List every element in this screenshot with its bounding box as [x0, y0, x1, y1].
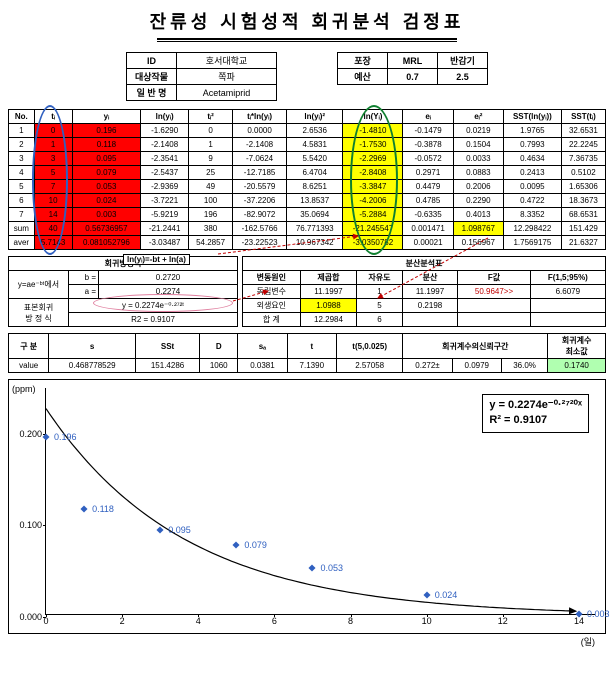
- main-data-table: No.tᵢyᵢln(yᵢ)tᵢ²tᵢ*ln(yᵢ)ln(yᵢ)²ln(Yᵢ)eᵢ…: [8, 109, 606, 250]
- chart-point-label: 0.196: [54, 432, 77, 442]
- title-underline: [157, 38, 457, 42]
- chart-ylabel: (ppm): [12, 384, 36, 394]
- chart-point-label: 0.003: [587, 609, 610, 619]
- chart-point-label: 0.024: [435, 590, 458, 600]
- info-table-left: ID호서대학교 대상작물쪽파 일 반 명Acetamiprid: [126, 52, 277, 101]
- chart-point-label: 0.118: [92, 504, 114, 514]
- page-title: 잔류성 시험성적 회귀분석 검정표: [8, 8, 606, 36]
- info-table-right: 포장MRL반감기 예산0.72.5: [337, 52, 488, 85]
- chart-point-label: 0.079: [244, 540, 267, 550]
- chart-container: (ppm) y = 0.2274e⁻⁰·²⁷²⁰ˣ R² = 0.9107 0.…: [8, 379, 606, 634]
- chart-point-label: 0.053: [320, 563, 343, 573]
- regression-table: 회귀방정식 y=ae⁻ᵇᵗ에서 b = 0.2720 a = 0.2274 표본…: [8, 256, 238, 327]
- formula-label: ln(yᵢ)=-bt + ln(a): [123, 254, 190, 265]
- confidence-table: 구 분sSStDsₐtt(5,0.025)회귀계수의신뢰구간회귀계수 최소값va…: [8, 333, 606, 373]
- anova-table: 분산분석표변동원인제곱합자유도분산F값F(1,5;95%)독립변수11.1997…: [242, 256, 606, 327]
- chart-curve: [46, 388, 595, 616]
- chart-xlabel: (일): [581, 633, 595, 648]
- chart-point-label: 0.095: [168, 525, 191, 535]
